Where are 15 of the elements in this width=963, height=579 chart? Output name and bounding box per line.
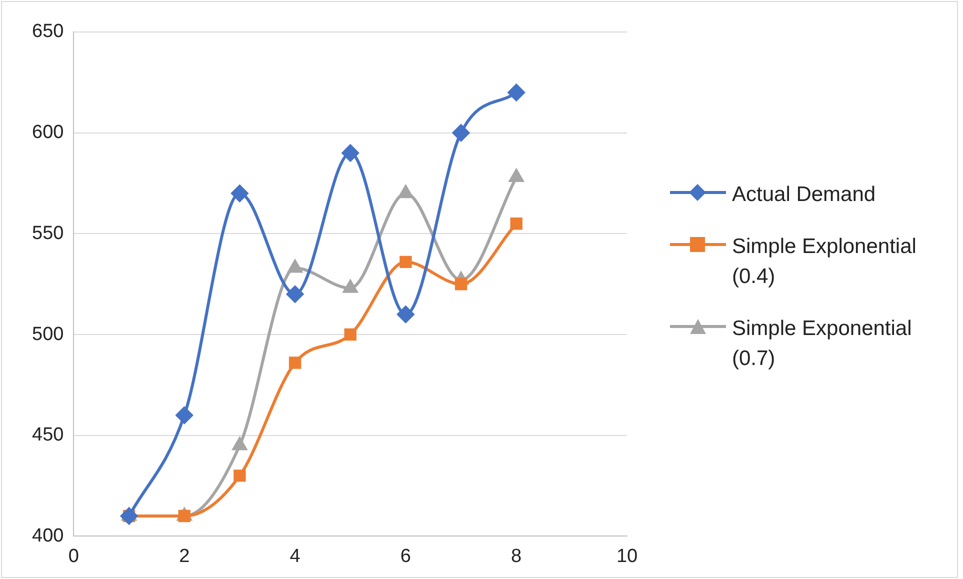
x-tick-label: 0 bbox=[68, 546, 79, 567]
y-tick-label: 650 bbox=[32, 21, 64, 42]
legend-label: Actual Demand bbox=[732, 182, 876, 208]
y-tick-label: 400 bbox=[32, 525, 64, 546]
legend-label: Simple Exponential (0.7) bbox=[732, 316, 913, 372]
y-tick-label: 550 bbox=[32, 222, 64, 244]
y-tick-label: 600 bbox=[32, 122, 64, 144]
x-tick-label: 6 bbox=[400, 546, 411, 567]
x-tick-label: 10 bbox=[616, 546, 638, 567]
y-tick-label: 500 bbox=[32, 324, 64, 345]
y-tick-label: 450 bbox=[32, 424, 64, 446]
legend-label: Simple Explonential (0.4) bbox=[732, 234, 918, 290]
x-tick-label: 8 bbox=[511, 546, 522, 567]
x-tick-label: 4 bbox=[290, 546, 301, 567]
x-tick-label: 2 bbox=[179, 546, 190, 567]
